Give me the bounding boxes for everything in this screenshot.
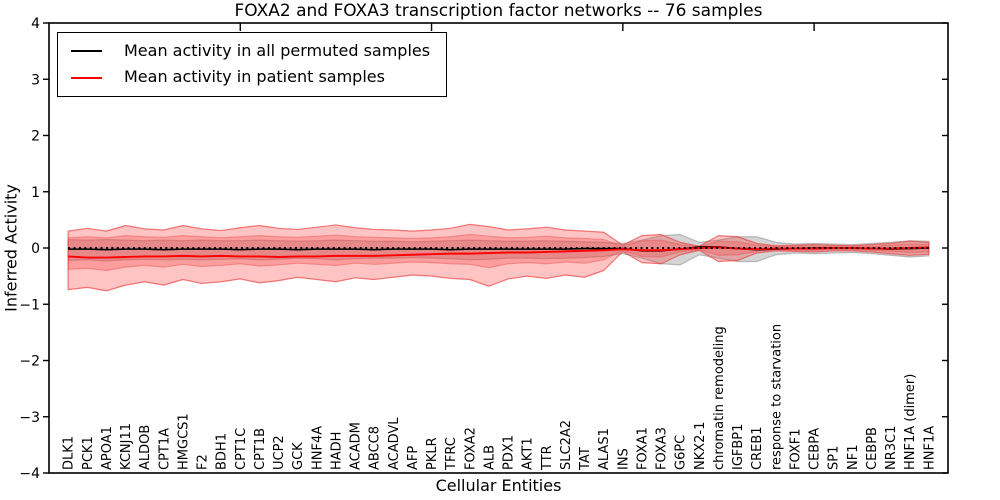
x-category-label: F2 [196, 454, 211, 470]
y-tick-label: −3 [19, 410, 40, 426]
patient-line-swatch [71, 76, 102, 79]
x-category-label: BDH1 [215, 433, 230, 470]
x-category-label: AFP [406, 446, 421, 470]
x-category-label: IGFBP1 [731, 424, 746, 470]
y-tick-label: 0 [31, 241, 40, 257]
x-category-label: TAT [578, 447, 593, 471]
x-category-label: AKT1 [521, 437, 536, 470]
x-category-label: PDX1 [502, 435, 517, 470]
y-tick-label: 4 [31, 16, 40, 32]
legend: Mean activity in all permuted samples Me… [57, 32, 448, 97]
x-category-label: ACADM [349, 422, 364, 470]
x-category-label: HNF1A (dimer) [903, 374, 918, 470]
x-category-label: KCNJ11 [119, 423, 134, 470]
x-category-label: CPT1B [253, 428, 268, 470]
x-category-label: FOXA2 [463, 427, 478, 470]
x-category-label: NKX2-1 [693, 422, 708, 470]
x-category-label: HADH [329, 432, 344, 470]
x-category-label: FOXF1 [788, 428, 803, 470]
x-category-label: INS [616, 448, 631, 470]
x-category-label: CEBPA [808, 428, 823, 470]
y-tick-label: −1 [19, 297, 40, 313]
x-category-label: UCP2 [272, 435, 287, 470]
x-category-label: NF1 [846, 445, 861, 470]
x-category-label: TFRC [444, 437, 459, 471]
x-category-label: TTR [540, 445, 555, 471]
x-category-label: ABCC8 [368, 426, 383, 470]
x-category-label: CPT1C [234, 428, 249, 470]
x-category-label: SLC2A2 [559, 420, 574, 470]
x-category-label: FOXA1 [635, 427, 650, 470]
x-category-label: PKLR [425, 437, 440, 470]
x-category-label: chromatin remodeling [712, 326, 727, 470]
patient-mean-line [68, 246, 929, 259]
legend-entry-permuted: Mean activity in all permuted samples [71, 41, 431, 60]
x-category-label: NR3C1 [884, 426, 899, 470]
x-category-label: SP1 [827, 446, 842, 470]
x-category-label: GCK [291, 442, 306, 470]
x-category-label: FOXA3 [655, 427, 670, 470]
x-category-label: APOA1 [100, 426, 115, 470]
y-tick-label: −4 [19, 466, 40, 482]
x-category-label: response to starvation [769, 324, 784, 470]
legend-entry-label: Mean activity in all permuted samples [124, 41, 431, 60]
legend-entry-label: Mean activity in patient samples [124, 67, 385, 87]
y-tick-label: 3 [31, 72, 40, 88]
x-category-label: HNF1A [922, 426, 937, 470]
legend-entry-patient: Mean activity in patient samples [71, 67, 430, 87]
x-category-label: HMGCS1 [176, 413, 191, 470]
y-tick-label: 2 [31, 129, 40, 145]
x-category-label: DLK1 [62, 436, 77, 470]
x-category-label: PCK1 [81, 436, 96, 470]
x-category-label: CPT1A [157, 428, 172, 470]
x-category-label: ALB [482, 445, 497, 470]
y-tick-label: −2 [19, 354, 40, 370]
x-axis-label: Cellular Entities [435, 476, 562, 495]
x-category-label: ALDOB [138, 425, 153, 470]
y-axis-label: Inferred Activity [1, 184, 21, 312]
y-tick-label: 1 [31, 185, 40, 201]
x-category-label: HNF4A [310, 426, 325, 470]
x-category-label: G6PC [674, 435, 689, 470]
x-category-label: CEBPB [865, 427, 880, 470]
patient-band-outer [67, 223, 930, 292]
x-category-label: ALAS1 [597, 428, 612, 470]
permuted-line-swatch [71, 50, 102, 53]
x-category-label: ACADVL [387, 417, 402, 470]
x-category-label: CREB1 [750, 426, 765, 470]
chart-title: FOXA2 and FOXA3 transcription factor net… [234, 1, 763, 21]
